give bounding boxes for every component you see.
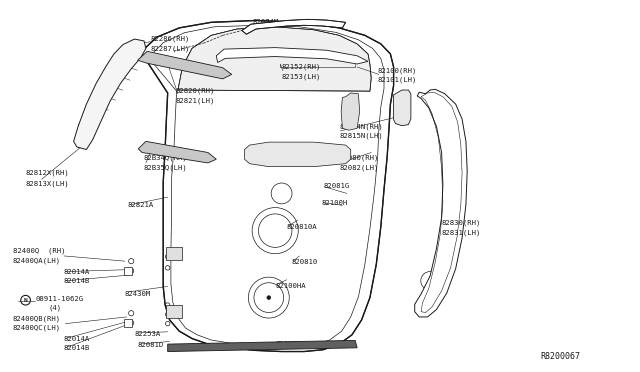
- Polygon shape: [244, 142, 351, 167]
- Text: 82400QA(LH): 82400QA(LH): [13, 257, 61, 264]
- Text: 82287(LH): 82287(LH): [150, 46, 190, 52]
- Text: 820810A: 820810A: [287, 224, 317, 230]
- Text: 82400QC(LH): 82400QC(LH): [13, 325, 61, 331]
- Text: 82100HA: 82100HA: [275, 283, 306, 289]
- Polygon shape: [74, 39, 146, 150]
- Text: R8200067: R8200067: [541, 352, 581, 361]
- Text: 82081G: 82081G: [323, 183, 349, 189]
- Text: 08911-1062G: 08911-1062G: [35, 296, 83, 302]
- Polygon shape: [415, 89, 467, 317]
- Text: 820810: 820810: [291, 259, 317, 265]
- Polygon shape: [168, 340, 357, 352]
- Polygon shape: [394, 90, 411, 126]
- Text: 82100H: 82100H: [322, 200, 348, 206]
- Text: 82821(LH): 82821(LH): [176, 97, 216, 104]
- Text: 82814N(RH): 82814N(RH): [339, 123, 383, 130]
- Text: 82B34Q(RH): 82B34Q(RH): [144, 155, 188, 161]
- Text: N: N: [24, 298, 28, 303]
- Text: 82081D: 82081D: [138, 342, 164, 348]
- Text: 82400QB(RH): 82400QB(RH): [13, 316, 61, 323]
- Circle shape: [267, 296, 271, 299]
- Text: 82400Q  (RH): 82400Q (RH): [13, 248, 65, 254]
- Text: 82839M: 82839M: [275, 341, 301, 347]
- Polygon shape: [141, 20, 394, 352]
- Text: 82253A: 82253A: [134, 331, 161, 337]
- Text: 82430M: 82430M: [125, 291, 151, 297]
- Text: 82014B: 82014B: [64, 345, 90, 351]
- Text: 82830(RH): 82830(RH): [442, 220, 481, 227]
- Text: 82080(RH): 82080(RH): [339, 155, 379, 161]
- Text: 82820(RH): 82820(RH): [176, 88, 216, 94]
- Polygon shape: [138, 51, 232, 79]
- Polygon shape: [216, 48, 368, 64]
- Bar: [124, 319, 132, 327]
- Text: 82812X(RH): 82812X(RH): [26, 170, 69, 176]
- Text: 82821A: 82821A: [128, 202, 154, 208]
- Text: 82074M: 82074M: [253, 19, 279, 25]
- Text: 82B35Q(LH): 82B35Q(LH): [144, 164, 188, 171]
- Polygon shape: [178, 27, 371, 91]
- Text: 82153(LH): 82153(LH): [282, 73, 321, 80]
- Text: 82152(RH): 82152(RH): [282, 64, 321, 70]
- Text: 82014A: 82014A: [64, 269, 90, 275]
- Polygon shape: [341, 93, 360, 130]
- Text: (4): (4): [48, 305, 61, 311]
- Polygon shape: [166, 305, 182, 318]
- Polygon shape: [166, 247, 182, 260]
- Text: 82286(RH): 82286(RH): [150, 36, 190, 42]
- Text: 82813X(LH): 82813X(LH): [26, 181, 69, 187]
- Polygon shape: [138, 141, 216, 163]
- Text: 82100(RH): 82100(RH): [378, 67, 417, 74]
- Text: 82815N(LH): 82815N(LH): [339, 132, 383, 139]
- Text: 82101(LH): 82101(LH): [378, 77, 417, 83]
- Bar: [124, 267, 132, 275]
- Text: 82014A: 82014A: [64, 336, 90, 341]
- Text: 82831(LH): 82831(LH): [442, 229, 481, 236]
- Polygon shape: [242, 19, 346, 34]
- Text: 82082(LH): 82082(LH): [339, 164, 379, 171]
- Text: 82014B: 82014B: [64, 278, 90, 284]
